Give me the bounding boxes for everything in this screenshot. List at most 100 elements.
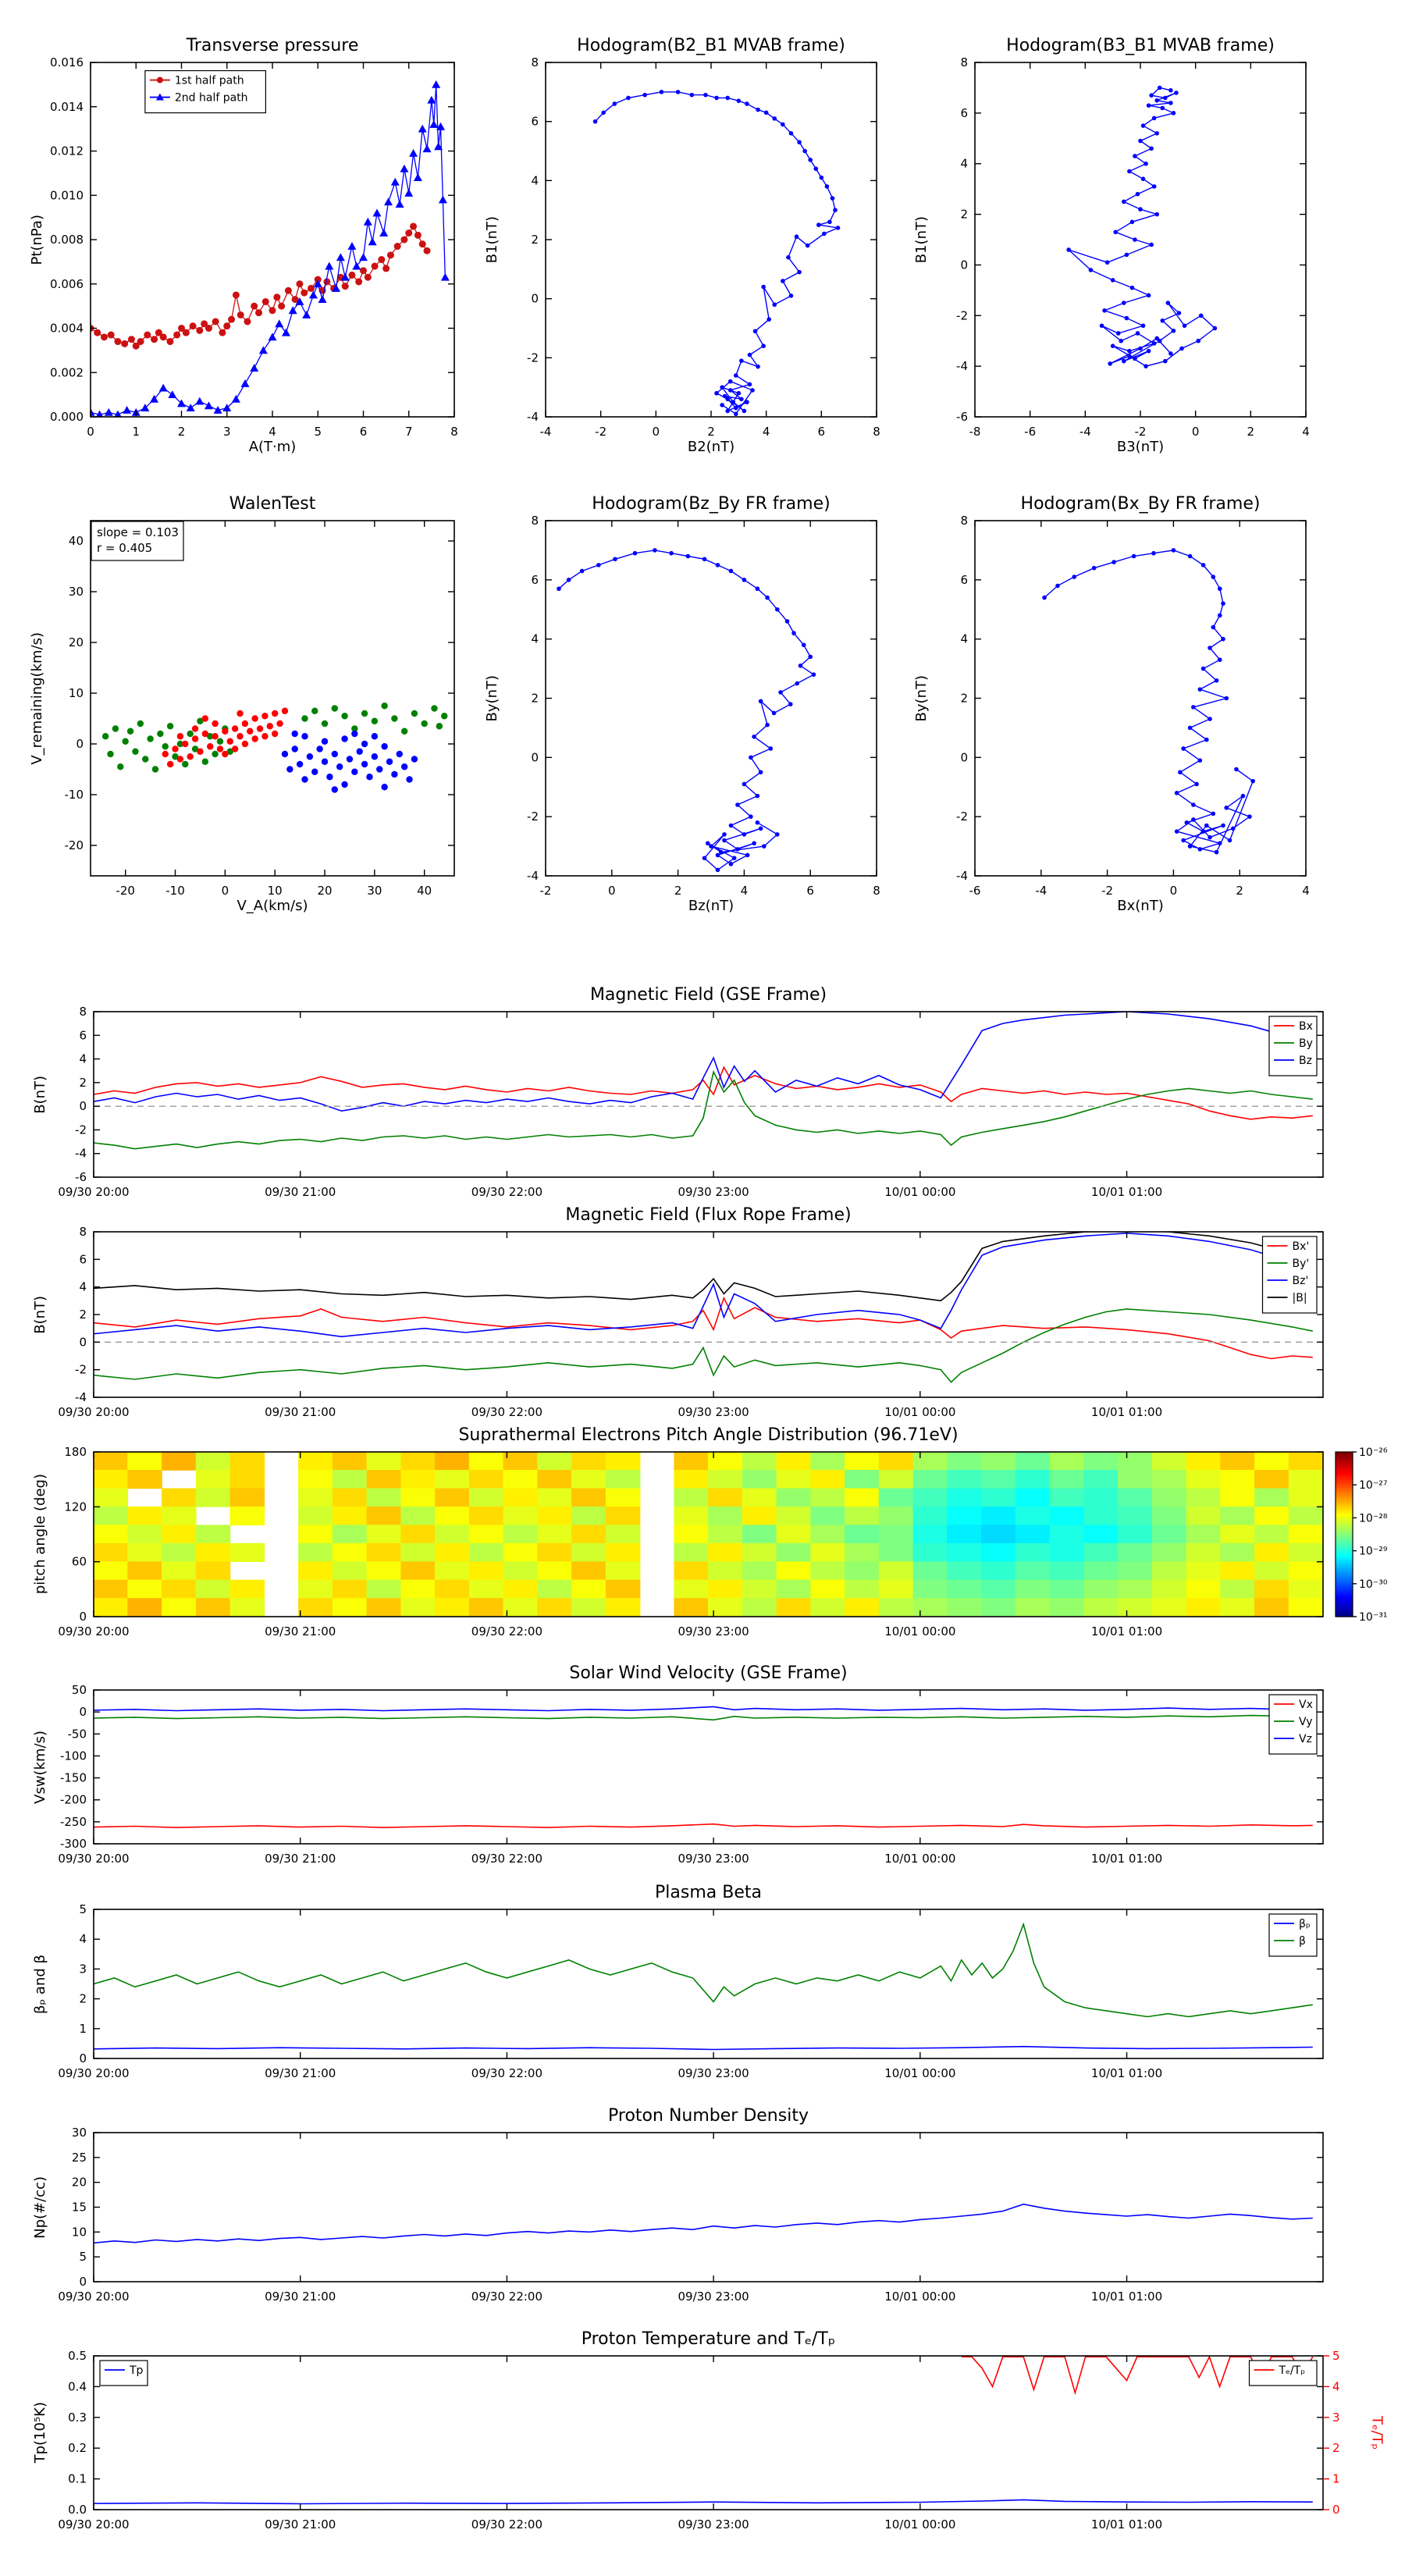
svg-text:0.4: 0.4: [68, 2379, 87, 2393]
svg-text:09/30 22:00: 09/30 22:00: [471, 1852, 542, 1866]
svg-text:10⁻³¹: 10⁻³¹: [1359, 1611, 1387, 1624]
panel-title: Hodogram(Bx_By FR frame): [1020, 494, 1261, 514]
svg-text:09/30 21:00: 09/30 21:00: [265, 1852, 336, 1866]
svg-text:8: 8: [873, 884, 880, 898]
svg-text:10/01 00:00: 10/01 00:00: [884, 1405, 955, 1419]
magnetic-field-gse-data: [94, 1012, 1314, 1150]
axis-ticks: 09/30 20:00 09/30 21:00 09/30 22:00 09/30 2…: [58, 1445, 1323, 1638]
svg-text:09/30 22:00: 09/30 22:00: [471, 1405, 542, 1419]
svg-text:2: 2: [1247, 425, 1255, 439]
svg-text:09/30 23:00: 09/30 23:00: [678, 2517, 749, 2532]
svg-text:10/01 01:00: 10/01 01:00: [1091, 2290, 1162, 2304]
svg-text:-2: -2: [956, 809, 968, 824]
svg-text:09/30 20:00: 09/30 20:00: [58, 2517, 129, 2532]
svg-text:6: 6: [531, 115, 539, 129]
proton-density-plot: 09/30 20:00 09/30 21:00 09/30 22:00 09/30 2…: [58, 2126, 1324, 2304]
svg-text:10⁻²⁸: 10⁻²⁸: [1359, 1512, 1388, 1525]
svg-text:0.002: 0.002: [50, 365, 84, 379]
svg-text:2: 2: [79, 1308, 87, 1322]
svg-text:09/30 21:00: 09/30 21:00: [265, 2517, 336, 2532]
svg-text:-20: -20: [65, 838, 84, 852]
solar-wind-velocity-data: [94, 1706, 1313, 1829]
panel-title: Magnetic Field (GSE Frame): [589, 985, 827, 1005]
svg-text:0: 0: [960, 750, 968, 764]
panel-proton-density: Proton Number Density Np(#/cc) 09/30 20:…: [31, 2100, 1405, 2327]
svg-text:180: 180: [64, 1445, 87, 1459]
svg-text:0: 0: [1332, 2503, 1340, 2517]
svg-text:-6: -6: [969, 884, 981, 898]
svg-text:2: 2: [960, 208, 968, 222]
svg-text:0.004: 0.004: [50, 322, 84, 336]
svg-text:4: 4: [1302, 425, 1310, 439]
svg-text:-200: -200: [60, 1793, 87, 1807]
svg-text:2: 2: [707, 425, 715, 439]
svg-text:0: 0: [79, 1099, 87, 1113]
svg-text:30: 30: [69, 585, 84, 599]
svg-text:09/30 20:00: 09/30 20:00: [58, 1852, 129, 1866]
svg-text:0.2: 0.2: [68, 2441, 87, 2455]
svg-text:15: 15: [72, 2201, 87, 2215]
svg-text:09/30 22:00: 09/30 22:00: [471, 2066, 542, 2080]
svg-text:2: 2: [178, 425, 186, 439]
svg-text:Bx: Bx: [1299, 1020, 1313, 1033]
svg-text:8: 8: [531, 55, 539, 69]
x-axis-label: Bx(nT): [1117, 898, 1164, 914]
y-axis-label-right: Tₑ/Tₚ: [1368, 2415, 1385, 2450]
svg-text:-6: -6: [1024, 425, 1036, 439]
axis-ticks: -20 -10 0 10 20 30 40 -20 -10 0 10 20 30 40: [65, 521, 454, 898]
svg-text:0: 0: [531, 750, 539, 764]
hodogram-bx-by-data: [1042, 548, 1255, 855]
panel-hodogram-b2-b1: Hodogram(B2_B1 MVAB frame) B1(nT) B2(nT)…: [483, 30, 962, 462]
svg-text:-2: -2: [956, 308, 968, 322]
svg-text:4: 4: [763, 425, 770, 439]
svg-text:2: 2: [674, 884, 682, 898]
panel-title: Suprathermal Electrons Pitch Angle Distr…: [458, 1425, 959, 1445]
panel-hodogram-b3-b1: Hodogram(B3_B1 MVAB frame) B1(nT) B3(nT)…: [912, 30, 1392, 462]
svg-text:-4: -4: [75, 1390, 87, 1404]
svg-text:-150: -150: [60, 1771, 87, 1785]
panel-title: Hodogram(B2_B1 MVAB frame): [577, 36, 845, 55]
svg-text:09/30 20:00: 09/30 20:00: [58, 2066, 129, 2080]
panel-magnetic-field-gse: Magnetic Field (GSE Frame) B(nT) 09/30 2…: [31, 979, 1405, 1222]
electron-pad-data: [94, 1452, 1323, 1617]
panel-magnetic-field-fr: Magnetic Field (Flux Rope Frame) B(nT) 0…: [31, 1199, 1405, 1443]
svg-text:slope = 0.103: slope = 0.103: [97, 525, 179, 539]
svg-text:30: 30: [72, 2126, 87, 2140]
svg-text:-4: -4: [956, 359, 968, 373]
svg-text:0: 0: [79, 2051, 87, 2065]
svg-text:4: 4: [79, 1280, 87, 1294]
svg-text:-300: -300: [60, 1837, 87, 1851]
svg-text:-50: -50: [68, 1727, 87, 1741]
svg-text:10⁻³⁰: 10⁻³⁰: [1359, 1578, 1388, 1591]
svg-text:6: 6: [79, 1252, 87, 1266]
svg-text:2: 2: [531, 233, 539, 247]
svg-text:8: 8: [450, 425, 458, 439]
svg-text:-2: -2: [75, 1123, 87, 1137]
svg-text:r = 0.405: r = 0.405: [97, 541, 152, 555]
svg-text:-2: -2: [75, 1363, 87, 1377]
svg-text:10/01 01:00: 10/01 01:00: [1091, 1624, 1162, 1638]
x-axis-label: V_A(km/s): [237, 898, 308, 914]
panel-title: Magnetic Field (Flux Rope Frame): [565, 1205, 852, 1225]
svg-text:Vz: Vz: [1299, 1733, 1312, 1745]
svg-text:10: 10: [69, 686, 84, 700]
svg-text:10/01 00:00: 10/01 00:00: [884, 2290, 955, 2304]
svg-text:0: 0: [79, 2275, 87, 2289]
walen-test-plot: -20 -10 0 10 20 30 40 -20 -10 0 10 20 30 40 slope = 0.…: [65, 520, 455, 898]
axis-ticks: 09/30 20:00 09/30 21:00 09/30 22:00 09/30 2…: [58, 1225, 1323, 1419]
svg-text:4: 4: [79, 1052, 87, 1066]
panel-electron-pad: Suprathermal Electrons Pitch Angle Distr…: [31, 1419, 1405, 1662]
svg-text:10/01 01:00: 10/01 01:00: [1091, 1405, 1162, 1419]
svg-text:09/30 21:00: 09/30 21:00: [265, 2066, 336, 2080]
svg-text:-2: -2: [527, 350, 539, 365]
svg-text:-4: -4: [75, 1147, 87, 1161]
svg-text:5: 5: [314, 425, 322, 439]
axis-ticks: 09/30 20:00 09/30 21:00 09/30 22:00 09/30 2…: [58, 2349, 1339, 2532]
svg-text:Bz: Bz: [1299, 1055, 1312, 1067]
solar-wind-velocity-plot: 09/30 20:00 09/30 21:00 09/30 22:00 09/30 2…: [58, 1683, 1324, 1866]
svg-text:By: By: [1299, 1037, 1313, 1050]
svg-text:6: 6: [79, 1028, 87, 1042]
